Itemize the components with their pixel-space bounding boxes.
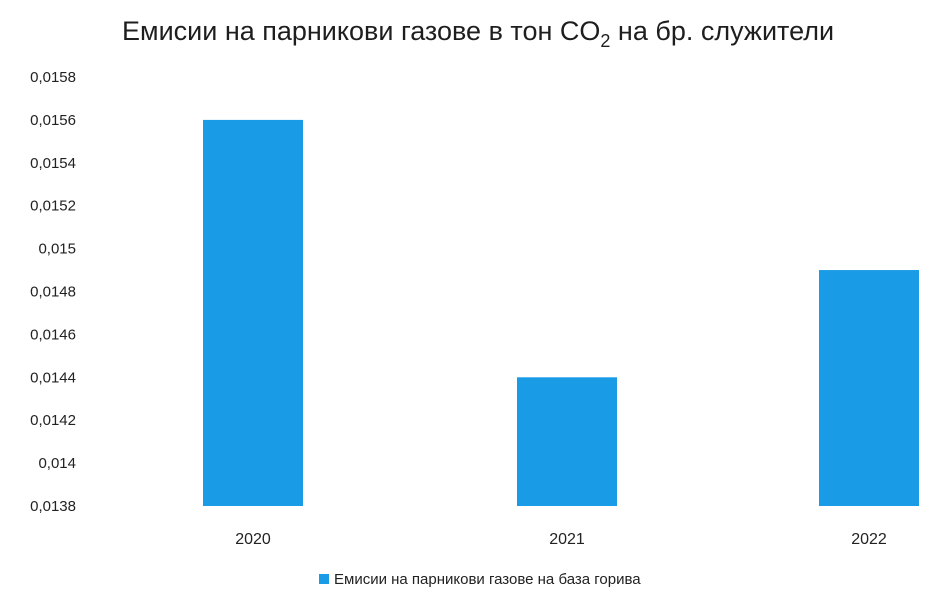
x-tick-label: 2022 — [851, 531, 887, 548]
y-tick-label: 0,0146 — [30, 326, 76, 343]
y-tick-label: 0,0148 — [30, 284, 76, 301]
bar-2021 — [517, 377, 617, 506]
chart-title-main: Емисии на парникови газове в тон CO — [122, 16, 600, 46]
y-tick-label: 0,015 — [38, 241, 76, 258]
y-tick-label: 0,0144 — [30, 369, 76, 386]
y-tick-label: 0,0142 — [30, 412, 76, 429]
chart-title-subscript: 2 — [600, 31, 610, 51]
y-tick-label: 0,0156 — [30, 112, 76, 129]
bars — [203, 119, 919, 507]
y-axis: 0,0138 0,014 0,0142 0,0144 0,0146 0,0148 0,015… — [30, 69, 76, 515]
y-tick-label: 0,014 — [38, 455, 76, 472]
y-tick-label: 0,0152 — [30, 198, 76, 215]
chart-title-rest: на бр. служители — [610, 16, 834, 46]
bar-2022 — [819, 270, 919, 506]
legend-swatch — [319, 574, 329, 584]
legend-label: Емисии на парникови газове на база горив… — [334, 571, 641, 588]
x-tick-label: 2020 — [235, 531, 271, 548]
x-axis: 2020 2021 2022 — [235, 531, 887, 548]
chart-title: Емисии на парникови газове в тон CO2 на … — [122, 16, 834, 51]
y-tick-label: 0,0154 — [30, 155, 76, 172]
y-tick-label: 0,0158 — [30, 69, 76, 86]
x-tick-label: 2021 — [549, 531, 585, 548]
bar-2020 — [203, 119, 303, 507]
legend: Емисии на парникови газове на база горив… — [319, 571, 641, 588]
y-tick-label: 0,0138 — [30, 498, 76, 515]
